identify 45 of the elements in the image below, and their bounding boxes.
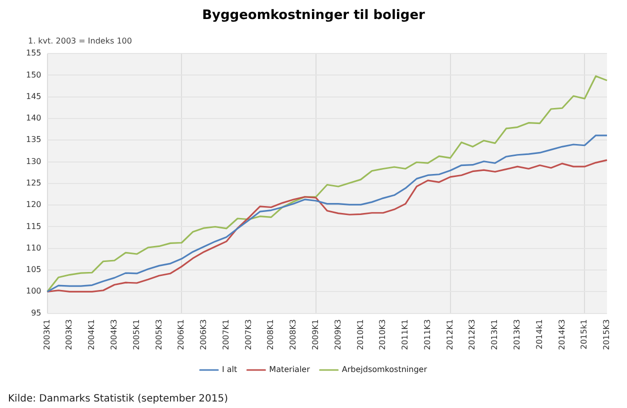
x-tick-label: 2014K3 [557,319,566,350]
y-tick-label: 140 [26,114,42,123]
x-tick-label: 2012K1 [445,319,454,350]
y-tick-label: 110 [26,243,42,252]
x-tick-label: 2012K3 [468,319,477,350]
y-tick-label: 150 [26,70,42,80]
x-tick-label: 2014k1 [534,319,544,350]
x-tick-label: 2010K3 [378,319,388,350]
y-tick-label: 105 [26,265,42,274]
y-axis-title: 1. kvt. 2003 = Indeks 100 [28,36,132,46]
x-tick-label: 2013K3 [512,319,522,350]
x-tick-label: 2015k1 [580,319,589,350]
x-tick-label: 2015K3 [602,319,612,350]
x-tick-label: 2007K1 [221,319,230,350]
y-tick-label: 135 [26,135,42,144]
chart-title: Byggeomkostninger til boliger [202,8,426,24]
x-tick-label: 2004K3 [110,319,119,350]
x-tick-label: 2004K1 [87,319,96,350]
x-tick-label: 2005K1 [132,319,141,350]
y-tick-label: 120 [26,200,42,210]
x-tick-label: 2009K3 [333,319,342,350]
x-tick-label: 2008K1 [266,319,276,350]
x-tick-label: 2007K3 [244,319,253,350]
y-tick-label: 125 [26,178,42,188]
text: Kilde: Danmarks Statistik (september 2015) [8,394,228,405]
y-tick-label: 95 [31,308,42,318]
y-tick-label: 155 [26,48,42,58]
y-tick-label: 145 [26,92,42,101]
legend-label: I alt [222,365,238,374]
y-tick-label: 100 [26,286,42,296]
x-tick-label: 2013K1 [490,319,500,350]
x-tick-label: 2006K1 [176,319,186,350]
x-tick-label: 2009K1 [311,319,320,350]
legend-label: Materialer [269,365,311,374]
y-tick-label: 115 [26,222,42,231]
x-tick-label: 2010K1 [356,319,365,350]
x-tick-label: 2008K3 [288,319,298,350]
legend-label: Arbejdsomkostninger [342,365,428,374]
x-tick-label: 2003K1 [42,319,52,350]
x-tick-label: 2005K3 [154,319,164,350]
x-tick-label: 2011K1 [400,319,410,350]
y-tick-label: 130 [26,156,42,166]
x-tick-label: 2006K3 [199,319,208,350]
x-tick-label: 2003K3 [64,319,74,350]
x-tick-label: 2011K3 [422,319,432,350]
